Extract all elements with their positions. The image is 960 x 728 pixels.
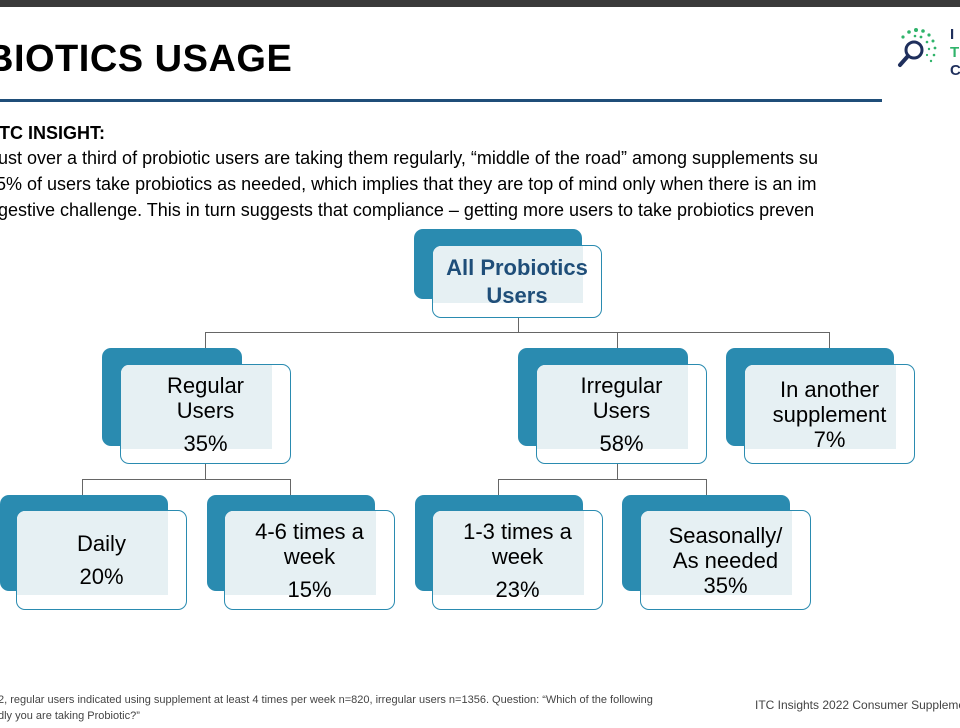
insight-line-3: gestive challenge. This in turn suggests… — [0, 200, 815, 220]
connector-regular-bar — [82, 479, 290, 480]
daily-value: 20% — [79, 564, 124, 589]
root-label-line-1: All Probiotics — [446, 254, 588, 280]
connector-root-down — [518, 318, 519, 333]
other-value: 7% — [813, 426, 846, 452]
connector-level1-bar — [205, 332, 830, 333]
source-credit: ITC Insights 2022 Consumer Suppleme — [755, 698, 960, 712]
irregular-value: 58% — [599, 430, 644, 456]
itc-logo: I T C — [894, 22, 960, 76]
connector-to-daily — [82, 479, 83, 495]
connector-to-seasonal — [706, 479, 707, 495]
connector-to-one-three — [498, 479, 499, 495]
irregular-label-line-1: Irregular — [580, 372, 663, 398]
footnote-line-1: 2, regular users indicated using supplem… — [0, 694, 653, 706]
connector-irregular-bar — [498, 479, 706, 480]
logo-letter-i: I — [950, 26, 955, 43]
regular-label-line-2: Users — [176, 397, 235, 423]
four-six-value: 15% — [287, 576, 332, 602]
root-label-line-2: Users — [486, 282, 548, 308]
one-three-value: 23% — [495, 576, 540, 602]
one-three-label-line-2: week — [491, 543, 544, 569]
irregular-label-line-2: Users — [592, 397, 651, 423]
connector-irregular-down — [617, 464, 618, 479]
logo-letters: I T C — [950, 26, 960, 76]
seasonal-label-line-2: As needed — [672, 547, 779, 573]
connector-regular-down — [205, 464, 206, 479]
magnifier-dots-icon — [898, 28, 937, 67]
logo-letter-c: C — [950, 62, 960, 76]
daily-label: Daily — [77, 531, 126, 556]
regular-value: 35% — [183, 430, 228, 456]
seasonal-label-line-1: Seasonally/ — [668, 522, 783, 548]
other-label-line-1: In another — [779, 376, 880, 402]
one-three-label-line-1: 1-3 times a — [463, 518, 572, 544]
insight-heading: ITC INSIGHT: — [0, 123, 105, 143]
title-rule — [0, 99, 882, 102]
connector-to-four-six — [290, 479, 291, 495]
other-label-line-2: supplement — [772, 401, 887, 427]
four-six-label-line-2: week — [283, 543, 336, 569]
slide-title: BIOTICS USAGE — [0, 38, 293, 80]
top-bar — [0, 0, 960, 7]
logo-letter-t: T — [950, 44, 960, 61]
footnote-line-2: dly you are taking Probiotic?” — [0, 710, 140, 722]
insight-line-1: ust over a third of probiotic users are … — [0, 148, 819, 168]
regular-label-line-1: Regular — [166, 372, 245, 398]
seasonal-value: 35% — [703, 572, 748, 598]
four-six-label-line-1: 4-6 times a — [255, 518, 364, 544]
insight-line-2: 5% of users take probiotics as needed, w… — [0, 174, 817, 194]
